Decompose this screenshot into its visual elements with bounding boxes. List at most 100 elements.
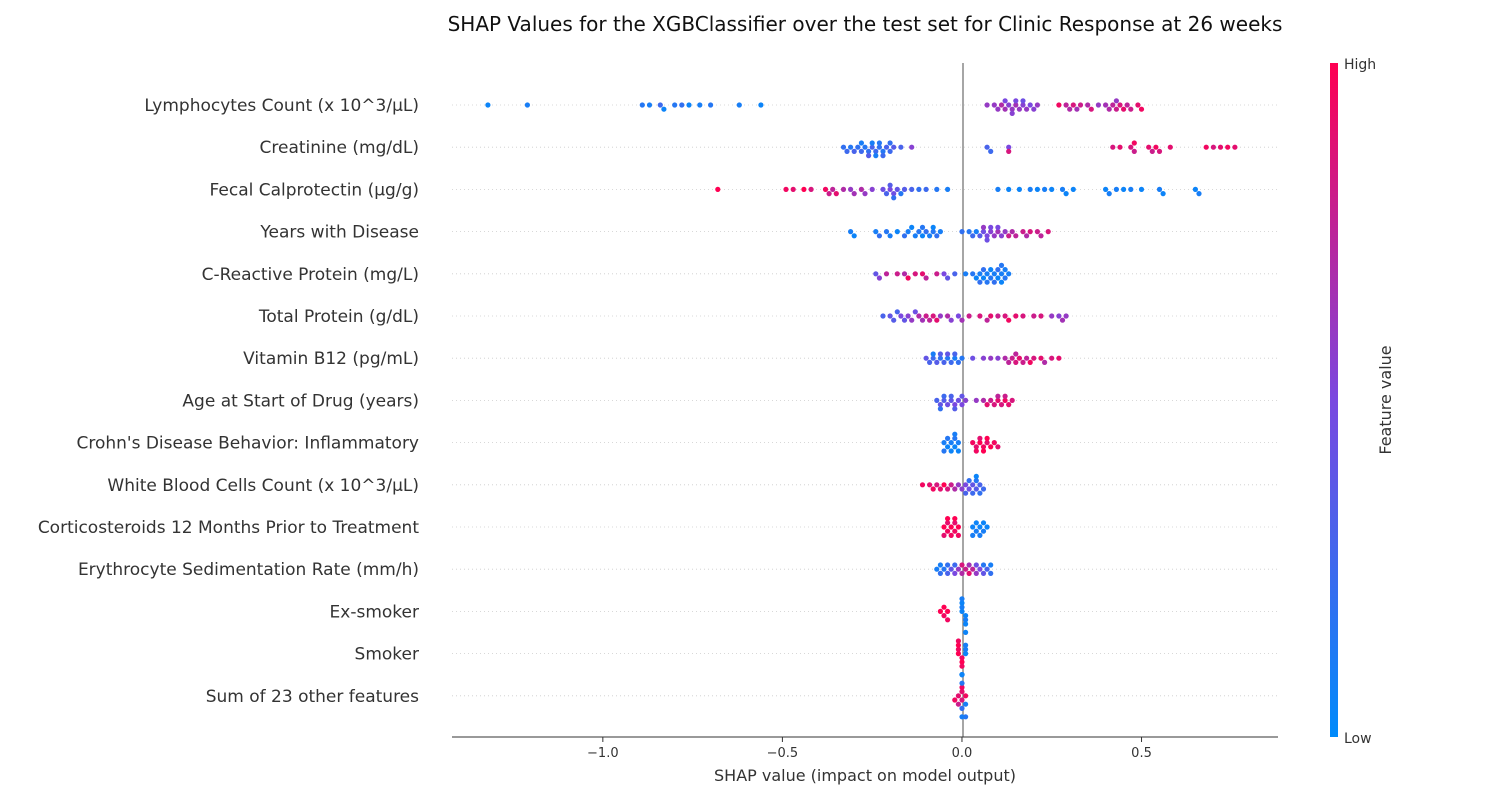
shap-point xyxy=(858,140,865,146)
shap-point xyxy=(973,275,979,281)
feature-label: Erythrocyte Sedimentation Rate (mm/h) xyxy=(78,560,419,580)
shap-point xyxy=(955,313,962,319)
shap-point xyxy=(963,629,969,636)
feature-label: Lymphocytes Count (x 10^3/µL) xyxy=(144,96,419,116)
shap-point xyxy=(988,275,994,281)
shap-point xyxy=(866,148,872,154)
shap-point xyxy=(963,566,969,572)
shap-point xyxy=(1013,351,1019,357)
shap-point xyxy=(679,102,685,108)
shap-point xyxy=(891,144,897,150)
shap-point xyxy=(963,397,969,403)
shap-point xyxy=(894,229,900,235)
x-tick-label: −1.0 xyxy=(587,746,619,761)
shap-point xyxy=(930,229,936,235)
shap-point xyxy=(1056,355,1062,361)
shap-point xyxy=(1020,313,1026,319)
shap-point xyxy=(1016,355,1023,361)
shap-point xyxy=(1128,144,1134,150)
shap-point xyxy=(887,186,893,192)
shap-point xyxy=(822,186,829,192)
shap-point xyxy=(966,562,972,568)
shap-point xyxy=(1138,186,1145,192)
shap-point xyxy=(887,233,893,239)
shap-point xyxy=(919,317,926,323)
shap-point xyxy=(941,524,947,530)
shap-point xyxy=(858,186,865,192)
shap-point xyxy=(948,317,954,323)
shap-point xyxy=(646,102,653,108)
shap-point xyxy=(916,313,922,319)
shap-point xyxy=(736,102,742,108)
shap-point xyxy=(923,275,929,281)
shap-point xyxy=(963,621,969,627)
shap-point xyxy=(1038,313,1044,319)
shap-point xyxy=(955,482,962,488)
shap-point xyxy=(995,393,1001,399)
shap-point xyxy=(927,359,933,365)
shap-point xyxy=(919,271,926,277)
shap-point xyxy=(1203,144,1209,150)
shap-point xyxy=(869,140,875,146)
shap-point xyxy=(952,697,958,703)
shap-point xyxy=(948,524,954,530)
shap-point xyxy=(980,562,987,568)
shap-point xyxy=(1002,229,1008,235)
shap-point xyxy=(887,148,893,154)
shap-point xyxy=(995,224,1001,230)
shap-point xyxy=(941,448,947,454)
shap-point xyxy=(1034,102,1040,108)
shap-point xyxy=(862,191,868,197)
shap-point xyxy=(955,642,962,648)
shap-point xyxy=(1106,106,1112,112)
shap-point xyxy=(927,482,933,488)
shap-point xyxy=(937,486,944,492)
shap-point xyxy=(862,144,868,150)
shap-point xyxy=(988,148,994,154)
shap-point xyxy=(980,448,987,454)
shap-point xyxy=(945,435,951,441)
shap-point xyxy=(970,271,976,277)
shap-point xyxy=(1085,102,1091,108)
shap-point xyxy=(984,237,990,243)
shap-point xyxy=(959,596,965,602)
feature-label: White Blood Cells Count (x 10^3/µL) xyxy=(107,476,419,496)
shap-point xyxy=(1113,106,1119,112)
shap-point xyxy=(905,275,911,281)
shap-point xyxy=(894,309,900,315)
shap-point xyxy=(984,440,990,446)
shap-point xyxy=(988,355,994,361)
shap-point xyxy=(959,229,965,235)
shap-point xyxy=(977,435,983,441)
shap-point xyxy=(855,144,861,150)
shap-point xyxy=(937,229,944,235)
shap-point xyxy=(1006,148,1012,154)
shap-point xyxy=(1117,144,1123,150)
shap-point xyxy=(952,402,958,408)
shap-point xyxy=(873,229,879,235)
shap-point xyxy=(887,313,893,319)
shap-point xyxy=(1110,102,1116,108)
shap-point xyxy=(991,271,997,277)
shap-point xyxy=(948,393,954,399)
shap-point xyxy=(984,524,990,530)
shap-point xyxy=(952,562,958,568)
shap-point xyxy=(912,309,918,315)
shap-point xyxy=(945,402,951,408)
shap-point xyxy=(973,528,979,534)
shap-point xyxy=(1006,144,1012,150)
feature-label: Age at Start of Drug (years) xyxy=(182,391,419,411)
shap-point xyxy=(1063,313,1069,319)
feature-label: Years with Disease xyxy=(259,223,419,243)
feature-label: Creatinine (mg/dL) xyxy=(260,138,420,158)
shap-point xyxy=(1128,186,1134,192)
shap-point xyxy=(883,191,890,197)
shap-point xyxy=(883,271,890,277)
shap-point xyxy=(1131,140,1137,146)
shap-point xyxy=(923,355,929,361)
shap-point xyxy=(970,482,976,488)
shap-point xyxy=(984,279,990,285)
shap-point xyxy=(980,275,987,281)
shap-point xyxy=(955,524,962,530)
shap-point xyxy=(980,397,987,403)
